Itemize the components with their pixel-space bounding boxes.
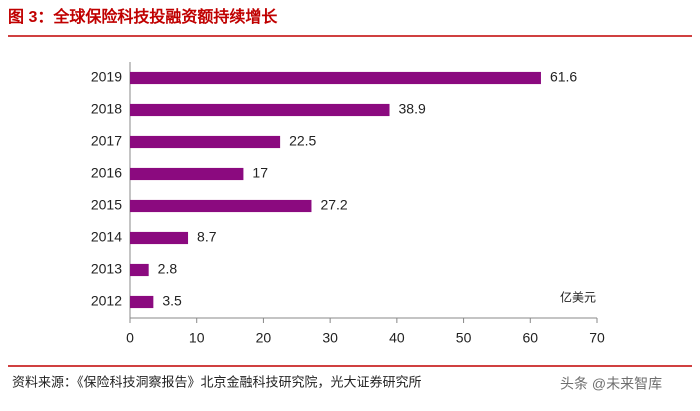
y-tick-label: 2018: [91, 101, 122, 117]
y-tick-label: 2017: [91, 133, 122, 149]
x-tick-label: 50: [456, 330, 472, 346]
bar: [130, 103, 390, 117]
bar: [130, 167, 244, 181]
y-tick-label: 2012: [91, 293, 122, 309]
value-label: 61.6: [550, 69, 577, 85]
value-label: 38.9: [399, 101, 426, 117]
bar: [130, 263, 149, 277]
x-tick-label: 70: [589, 330, 605, 346]
bar: [130, 231, 189, 245]
value-label: 2.8: [158, 261, 178, 277]
y-tick-label: 2015: [91, 197, 122, 213]
bar: [130, 295, 154, 309]
y-tick-label: 2013: [91, 261, 122, 277]
x-tick-label: 40: [389, 330, 405, 346]
bar: [130, 135, 281, 149]
bar: [130, 71, 541, 85]
y-tick-label: 2019: [91, 69, 122, 85]
x-tick-label: 30: [322, 330, 338, 346]
watermark: 头条 @未来智库: [560, 376, 662, 392]
chart-title: 图 3：全球保险科技投融资额持续增长: [8, 7, 278, 26]
x-tick-label: 60: [522, 330, 538, 346]
y-tick-label: 2016: [91, 165, 122, 181]
x-tick-label: 0: [126, 330, 134, 346]
value-label: 8.7: [197, 229, 217, 245]
bar: [130, 199, 312, 213]
value-label: 27.2: [320, 197, 347, 213]
x-tick-label: 20: [256, 330, 272, 346]
source-note: 资料来源：《保险科技洞察报告》北京金融科技研究院，光大证券研究所: [12, 375, 422, 391]
y-tick-label: 2014: [91, 229, 122, 245]
value-label: 22.5: [289, 133, 316, 149]
unit-label: 亿美元: [560, 290, 596, 305]
value-label: 3.5: [162, 293, 182, 309]
value-label: 17: [252, 165, 268, 181]
x-tick-label: 10: [189, 330, 205, 346]
